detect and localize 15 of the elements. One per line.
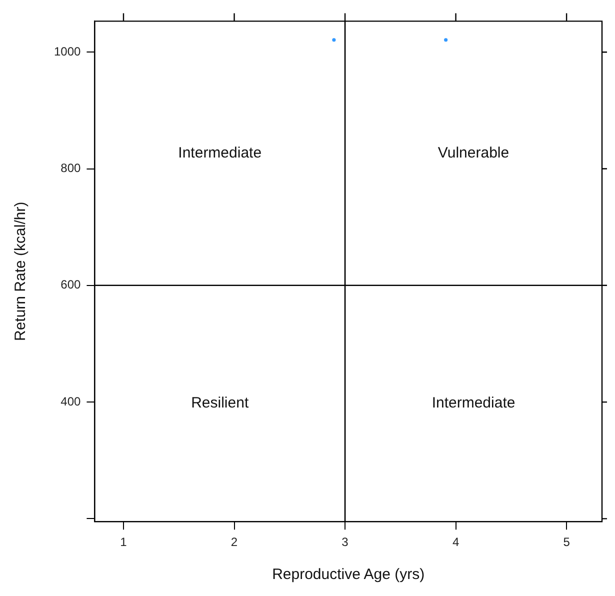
x-tick-label: 3	[342, 535, 349, 550]
y-tick-label: 400	[60, 394, 82, 408]
y-tick-label: 600	[60, 278, 82, 292]
annotation: Resilient	[191, 394, 250, 412]
annotation: Intermediate	[178, 144, 262, 162]
x-tick-label: 4	[452, 535, 460, 550]
x-tick-label: 1	[120, 535, 128, 550]
y-tick-label: 800	[60, 161, 82, 176]
y-axis-title: Return Rate (kcal/hr)	[12, 202, 30, 342]
annotation: Intermediate	[432, 394, 516, 412]
y-tick-label: 1000	[54, 44, 82, 58]
x-tick-label: 2	[230, 535, 238, 550]
x-axis-title: Reproductive Age (yrs)	[272, 566, 425, 584]
x-tick-label: 5	[563, 535, 570, 550]
annotation: Vulnerable	[438, 144, 510, 162]
